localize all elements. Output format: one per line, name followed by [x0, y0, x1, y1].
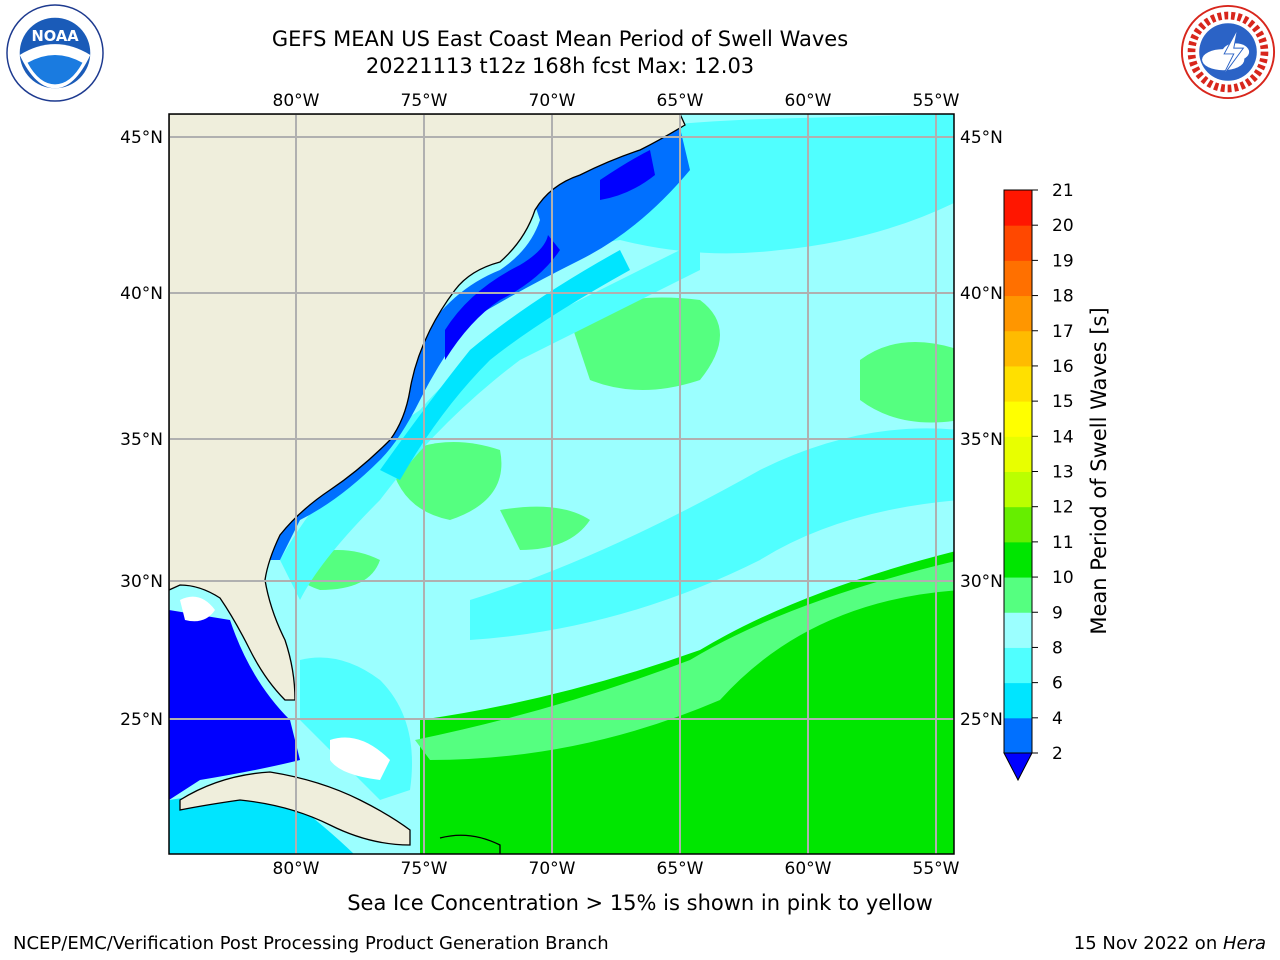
lon-label-top: 70°W	[529, 91, 576, 111]
lon-label-bottom: 65°W	[657, 859, 704, 879]
bahamas-white	[330, 737, 390, 780]
light-green-band	[415, 561, 954, 760]
colorbar-segment	[1004, 365, 1032, 402]
colorbar-tick-label: 12	[1052, 498, 1074, 518]
light-green-patch	[500, 506, 590, 550]
colorbar-tick-label: 15	[1052, 392, 1074, 412]
colorbar-tick-label: 8	[1052, 638, 1063, 658]
colorbar-label: Mean Period of Swell Waves [s]	[1087, 307, 1111, 634]
lat-label-left: 30°N	[120, 572, 163, 592]
colorbar-segment	[1004, 612, 1032, 648]
colorbar-segment	[1004, 717, 1032, 754]
colorbar-tick-label: 16	[1052, 357, 1074, 377]
colorbar-tick-label: 13	[1052, 463, 1074, 483]
map-frame	[168, 113, 955, 855]
gridlines	[169, 114, 954, 854]
colorbar-segment	[1004, 436, 1032, 472]
hispaniola-land	[439, 834, 501, 854]
machine-name: Hera	[1222, 933, 1266, 954]
colorbar-extend-triangle	[1003, 752, 1033, 782]
lat-label-left: 40°N	[120, 284, 163, 304]
cyan-band	[470, 428, 954, 640]
lon-label-top: 55°W	[913, 91, 960, 111]
colorbar-tick-label: 9	[1052, 603, 1063, 623]
light-green-patch	[860, 342, 954, 423]
date-text: 15 Nov 2022 on	[1073, 933, 1223, 954]
lon-label-bottom: 60°W	[785, 859, 832, 879]
light-green-patch	[390, 442, 502, 520]
colorbar-tick-label: 2	[1052, 744, 1063, 764]
colorbar-tick-label: 21	[1052, 181, 1074, 201]
lon-label-top: 65°W	[657, 91, 704, 111]
ice-or-missing-white	[180, 596, 215, 622]
colorbar-segment	[1004, 330, 1032, 367]
colorbar-tick-label: 6	[1052, 674, 1063, 694]
colorbar-tick-label: 11	[1052, 533, 1074, 553]
lon-label-top: 80°W	[273, 91, 320, 111]
colorbar-tick-label: 4	[1052, 709, 1063, 729]
cyan-coastal-band	[280, 240, 700, 600]
colorbar-tick-label: 14	[1052, 427, 1074, 447]
colorbar-segment	[1004, 295, 1032, 332]
colorbar-segment	[1004, 541, 1032, 578]
gulf-cyan	[169, 795, 354, 854]
colorbar-segment	[1004, 225, 1032, 261]
colorbar-segment	[1004, 471, 1032, 508]
chart-title: GEFS MEAN US East Coast Mean Period of S…	[271, 27, 849, 51]
lat-label-right: 25°N	[960, 710, 1003, 730]
noaa-logo-text: NOAA	[31, 28, 79, 45]
lon-label-bottom: 75°W	[401, 859, 448, 879]
colorbar-tick-label: 18	[1052, 287, 1074, 307]
lon-label-top: 75°W	[401, 91, 448, 111]
colorbar-segment	[1004, 401, 1032, 437]
colorbar-tick-label: 19	[1052, 251, 1074, 271]
sea-ice-note: Sea Ice Concentration > 15% is shown in …	[347, 891, 933, 915]
nws-logo-icon	[1180, 4, 1276, 100]
colorbar-segment	[1004, 647, 1032, 684]
bright-cyan-strip	[380, 250, 630, 480]
lat-label-right: 40°N	[960, 284, 1003, 304]
colorbar-segment	[1004, 682, 1032, 719]
lat-label-right: 35°N	[960, 430, 1003, 450]
lat-label-left: 35°N	[120, 430, 163, 450]
credit-line: NCEP/EMC/Verification Post Processing Pr…	[13, 933, 609, 954]
colorbar-segment	[1004, 260, 1032, 297]
lon-label-top: 60°W	[785, 91, 832, 111]
colorbar-segment	[1004, 190, 1032, 226]
lon-label-bottom: 55°W	[913, 859, 960, 879]
light-green-patch	[570, 297, 720, 390]
lat-label-right: 45°N	[960, 128, 1003, 148]
lat-label-left: 45°N	[120, 128, 163, 148]
lat-label-right: 30°N	[960, 572, 1003, 592]
lon-label-bottom: 80°W	[273, 859, 320, 879]
colorbar-tick-label: 10	[1052, 568, 1074, 588]
colorbar-tick-label: 20	[1052, 216, 1074, 236]
gulf-deep-blue	[169, 610, 300, 800]
deep-blue-area	[600, 150, 655, 200]
noaa-logo-icon: NOAA	[6, 4, 104, 102]
colorbar-segment	[1004, 506, 1032, 543]
deep-blue-area	[445, 235, 560, 360]
date-stamp: 15 Nov 2022 on Hera	[1074, 933, 1266, 954]
colorbar-segment	[1004, 577, 1032, 613]
colorbar-tick-label: 17	[1052, 322, 1074, 342]
lon-label-bottom: 70°W	[529, 859, 576, 879]
lat-label-left: 25°N	[120, 710, 163, 730]
colorbar: 2 4 6 8 9 10 11 12 13 14 15 16 17 18 19 20 21	[1003, 181, 1074, 782]
chart-subtitle: 20221113 t12z 168h fcst Max: 12.03	[365, 54, 755, 78]
